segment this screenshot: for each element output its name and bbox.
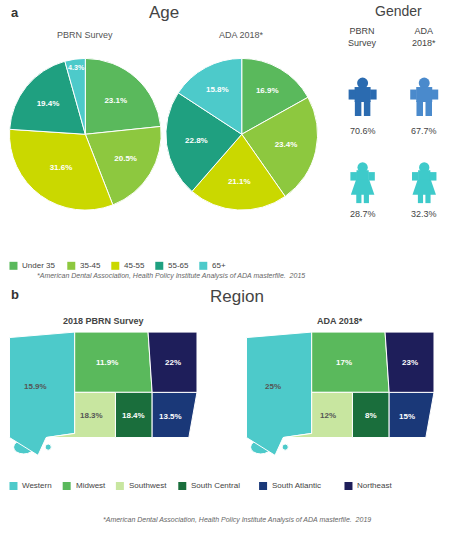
svg-text:15.8%: 15.8%	[206, 85, 229, 94]
svg-text:a: a	[11, 5, 19, 20]
svg-text:11.9%: 11.9%	[96, 358, 118, 367]
svg-text:16.9%: 16.9%	[256, 86, 279, 95]
svg-text:15%: 15%	[399, 412, 415, 421]
svg-text:Gender: Gender	[375, 3, 422, 19]
svg-text:45-55: 45-55	[124, 261, 145, 270]
svg-text:South Atlantic: South Atlantic	[272, 481, 321, 490]
svg-text:2018 PBRN Survey: 2018 PBRN Survey	[63, 316, 144, 326]
svg-text:ADA 2018*: ADA 2018*	[317, 316, 363, 326]
svg-text:8%: 8%	[365, 411, 377, 420]
svg-text:PBRNSurvey: PBRNSurvey	[348, 26, 377, 48]
svg-text:18.4%: 18.4%	[122, 411, 145, 420]
svg-text:35-45: 35-45	[80, 261, 101, 270]
svg-text:Northeast: Northeast	[357, 481, 392, 490]
svg-text:23%: 23%	[402, 358, 418, 367]
svg-text:28.7%: 28.7%	[350, 209, 376, 219]
svg-text:22%: 22%	[165, 358, 181, 367]
svg-text:*American Dental Association,: *American Dental Association, Health Pol…	[37, 272, 305, 280]
svg-text:20.5%: 20.5%	[114, 154, 137, 163]
svg-text:25%: 25%	[265, 382, 281, 391]
svg-text:15.9%: 15.9%	[24, 382, 47, 391]
svg-text:55-65: 55-65	[168, 261, 189, 270]
svg-text:65+: 65+	[212, 261, 226, 270]
svg-text:4.3%: 4.3%	[68, 64, 85, 72]
svg-text:31.6%: 31.6%	[50, 163, 73, 172]
svg-text:23.1%: 23.1%	[104, 96, 127, 105]
svg-text:19.4%: 19.4%	[37, 99, 60, 108]
svg-text:Midwest: Midwest	[76, 481, 106, 490]
svg-text:*American Dental Association,: *American Dental Association, Health Pol…	[103, 516, 371, 524]
svg-text:70.6%: 70.6%	[350, 126, 376, 136]
svg-text:b: b	[11, 287, 19, 302]
svg-text:23.4%: 23.4%	[275, 140, 298, 149]
svg-text:Western: Western	[22, 481, 52, 490]
svg-text:Region: Region	[210, 287, 264, 306]
svg-text:12%: 12%	[320, 411, 336, 420]
svg-text:Under 35: Under 35	[22, 261, 55, 270]
svg-text:17%: 17%	[336, 358, 352, 367]
svg-text:South Central: South Central	[191, 481, 240, 490]
svg-text:ADA 2018*: ADA 2018*	[219, 30, 264, 40]
svg-text:ADA2018*: ADA2018*	[412, 26, 436, 48]
svg-text:18.3%: 18.3%	[80, 411, 103, 420]
svg-text:21.1%: 21.1%	[228, 177, 251, 186]
svg-text:22.8%: 22.8%	[185, 136, 208, 145]
svg-text:PBRN Survey: PBRN Survey	[57, 30, 113, 40]
svg-text:Southwest: Southwest	[129, 481, 167, 490]
svg-text:32.3%: 32.3%	[411, 209, 437, 219]
svg-text:67.7%: 67.7%	[411, 126, 437, 136]
svg-text:13.5%: 13.5%	[159, 412, 182, 421]
svg-text:Age: Age	[149, 3, 179, 22]
